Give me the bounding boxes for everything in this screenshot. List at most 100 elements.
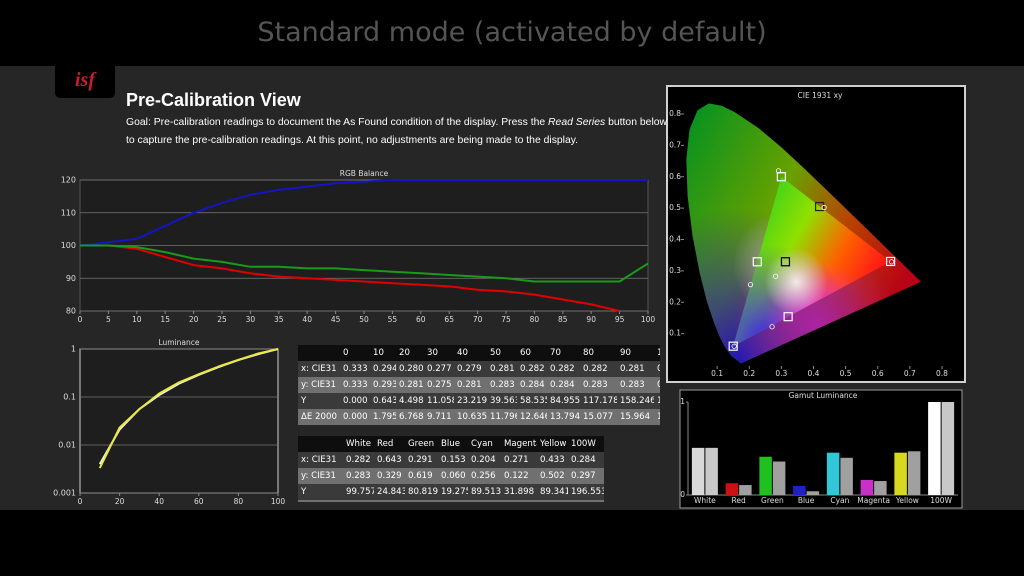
x-tick-label: 20 xyxy=(189,315,199,324)
x-tick-label: 0.2 xyxy=(743,369,755,378)
x-tick-label: 80 xyxy=(234,497,244,506)
chart-title: Gamut Luminance xyxy=(789,391,858,400)
x-tick-label: 20 xyxy=(115,497,125,506)
cell: 0.280 xyxy=(396,361,424,377)
bar xyxy=(907,451,921,495)
row-label: x: CIE31 xyxy=(298,361,340,377)
column-header: Yellow xyxy=(537,436,568,452)
cell: 0.283 xyxy=(617,377,654,393)
y-tick-label: 120 xyxy=(61,176,76,185)
cell: 0.297 xyxy=(568,468,604,484)
series-line xyxy=(98,348,279,469)
cell: 0.329 xyxy=(374,468,405,484)
column-header: 70 xyxy=(547,345,580,361)
x-tick-label: Cyan xyxy=(830,496,849,505)
table: 010203040506070809010x: CIE310.3330.2940… xyxy=(298,345,660,425)
cell: 1.795 xyxy=(370,409,396,425)
column-header: 50 xyxy=(487,345,517,361)
cell: 0.293 xyxy=(370,377,396,393)
row-label: y: CIE31 xyxy=(298,468,343,484)
target-marker xyxy=(776,172,786,182)
cell: 13.794 xyxy=(547,409,580,425)
cell: 117.178 xyxy=(580,393,617,409)
x-tick-label: 25 xyxy=(217,315,227,324)
cell: 80.819 xyxy=(405,484,438,500)
isf-logo: isf xyxy=(55,66,115,98)
cell: 0.282 xyxy=(343,452,374,468)
y-tick-label: 0.4 xyxy=(669,235,681,244)
x-tick-label: White xyxy=(694,496,716,505)
x-tick-label: 15 xyxy=(160,315,170,324)
bar xyxy=(806,491,820,495)
cell: 1 xyxy=(654,409,660,425)
x-tick-label: Blue xyxy=(798,496,815,505)
cell: 11.058 xyxy=(424,393,454,409)
panel-title: Pre-Calibration View xyxy=(126,90,301,110)
cell: 23.219 xyxy=(454,393,487,409)
cell: 0.283 xyxy=(343,468,374,484)
x-tick-label: Magenta xyxy=(857,496,890,505)
cell: 1 xyxy=(654,393,660,409)
y-tick-label: 1 xyxy=(71,345,76,354)
cell: 0.283 xyxy=(580,377,617,393)
plot-area xyxy=(79,348,279,494)
cell: 0.502 xyxy=(537,468,568,484)
bar xyxy=(705,447,718,495)
x-tick-label: 30 xyxy=(246,315,256,324)
x-tick-label: 60 xyxy=(416,315,426,324)
x-tick-label: 0.8 xyxy=(936,369,948,378)
column-header: 0 xyxy=(340,345,370,361)
y-tick-label: 0.3 xyxy=(669,266,681,275)
y-tick-label: 0.1 xyxy=(63,393,76,402)
series-line xyxy=(79,179,648,247)
target-marker xyxy=(783,312,793,322)
cell: 196.553 xyxy=(568,484,604,500)
x-tick-label: Yellow xyxy=(895,496,919,505)
x-tick-label: 80 xyxy=(530,315,540,324)
cell: 58.535 xyxy=(517,393,547,409)
bar xyxy=(860,479,874,495)
cell: 0.284 xyxy=(547,377,580,393)
table-row: y: CIE31 0.333 0.293 0.281 0.275 0.281 0.283 0.… xyxy=(298,377,660,393)
x-tick-label: 100W xyxy=(930,496,952,505)
cell: 89.341 xyxy=(537,484,568,500)
cell: 0.333 xyxy=(340,377,370,393)
cell: 0.284 xyxy=(568,452,604,468)
column-header: 20 xyxy=(396,345,424,361)
cell: 0.283 xyxy=(487,377,517,393)
bar xyxy=(840,457,853,495)
y-tick-label: 110 xyxy=(61,208,76,217)
table-row: ΔE 200014.4662.8983.45413.16417.0456.624… xyxy=(298,500,604,502)
cell: 10.635 xyxy=(454,409,487,425)
bar xyxy=(941,402,955,495)
panel-description: Goal: Pre-calibration readings to docume… xyxy=(126,114,671,150)
x-tick-label: 0.6 xyxy=(872,369,884,378)
x-tick-label: 55 xyxy=(388,315,398,324)
y-tick-label: 0 xyxy=(680,490,685,499)
cell: 0.060 xyxy=(438,468,468,484)
x-tick-label: 95 xyxy=(615,315,625,324)
series-line xyxy=(80,244,620,312)
y-tick-label: 1 xyxy=(680,397,685,406)
bar xyxy=(739,485,752,495)
x-tick-label: 100 xyxy=(271,497,286,506)
chart-title: Luminance xyxy=(158,338,199,347)
cell: 0.277 xyxy=(424,361,454,377)
row-label: ΔE 2000 xyxy=(298,500,343,502)
cell: 14.466 xyxy=(343,500,374,502)
x-tick-label: 100 xyxy=(641,315,656,324)
gamut-triangle xyxy=(733,176,891,347)
cell: 0.433 xyxy=(537,452,568,468)
target-marker xyxy=(780,257,791,267)
x-tick-label: 85 xyxy=(558,315,568,324)
cell: 31.898 xyxy=(501,484,537,500)
cell: 0.619 xyxy=(405,468,438,484)
cell: 12.855 xyxy=(568,500,604,502)
row-label: y: CIE31 xyxy=(298,377,340,393)
cell: 2.898 xyxy=(374,500,405,502)
bar xyxy=(759,456,772,495)
bar xyxy=(894,452,907,495)
x-tick-label: 0.7 xyxy=(904,369,916,378)
